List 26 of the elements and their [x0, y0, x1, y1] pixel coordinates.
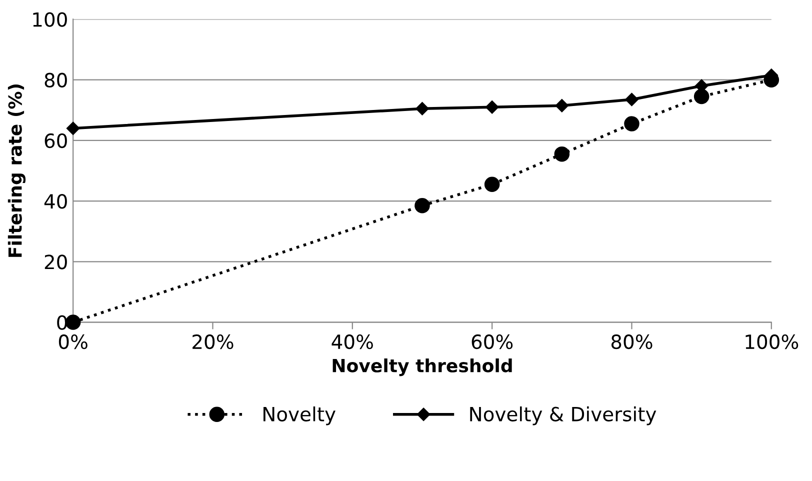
x-tick-label: 40%: [332, 334, 373, 350]
point: [554, 146, 570, 162]
point: [414, 198, 430, 214]
x-axis-title: Novelty threshold: [332, 358, 512, 376]
point: [65, 314, 81, 330]
y-axis-title: Filtering rate (%): [8, 84, 26, 257]
x-tick-label: 0%: [58, 334, 88, 350]
y-tick-label: 100: [33, 12, 67, 27]
point: [625, 92, 638, 106]
point: [416, 102, 429, 116]
point: [66, 122, 80, 135]
point: [694, 88, 710, 104]
point: [624, 116, 640, 132]
y-tick-label: 20: [44, 254, 67, 270]
legend-label: Novelty: [264, 406, 336, 426]
y-tick-label: 80: [44, 72, 67, 88]
x-tick-label: 80%: [611, 334, 652, 350]
x-tick-label: 20%: [192, 334, 234, 350]
point: [555, 99, 568, 112]
y-tick-label: 60: [44, 133, 67, 148]
legend-label: Novelty & Diversity: [470, 406, 656, 426]
point: [484, 176, 500, 192]
x-tick-label: 100%: [746, 334, 798, 350]
x-tick-label: 60%: [472, 334, 513, 350]
point: [485, 100, 499, 114]
y-tick-label: 40: [44, 194, 67, 209]
